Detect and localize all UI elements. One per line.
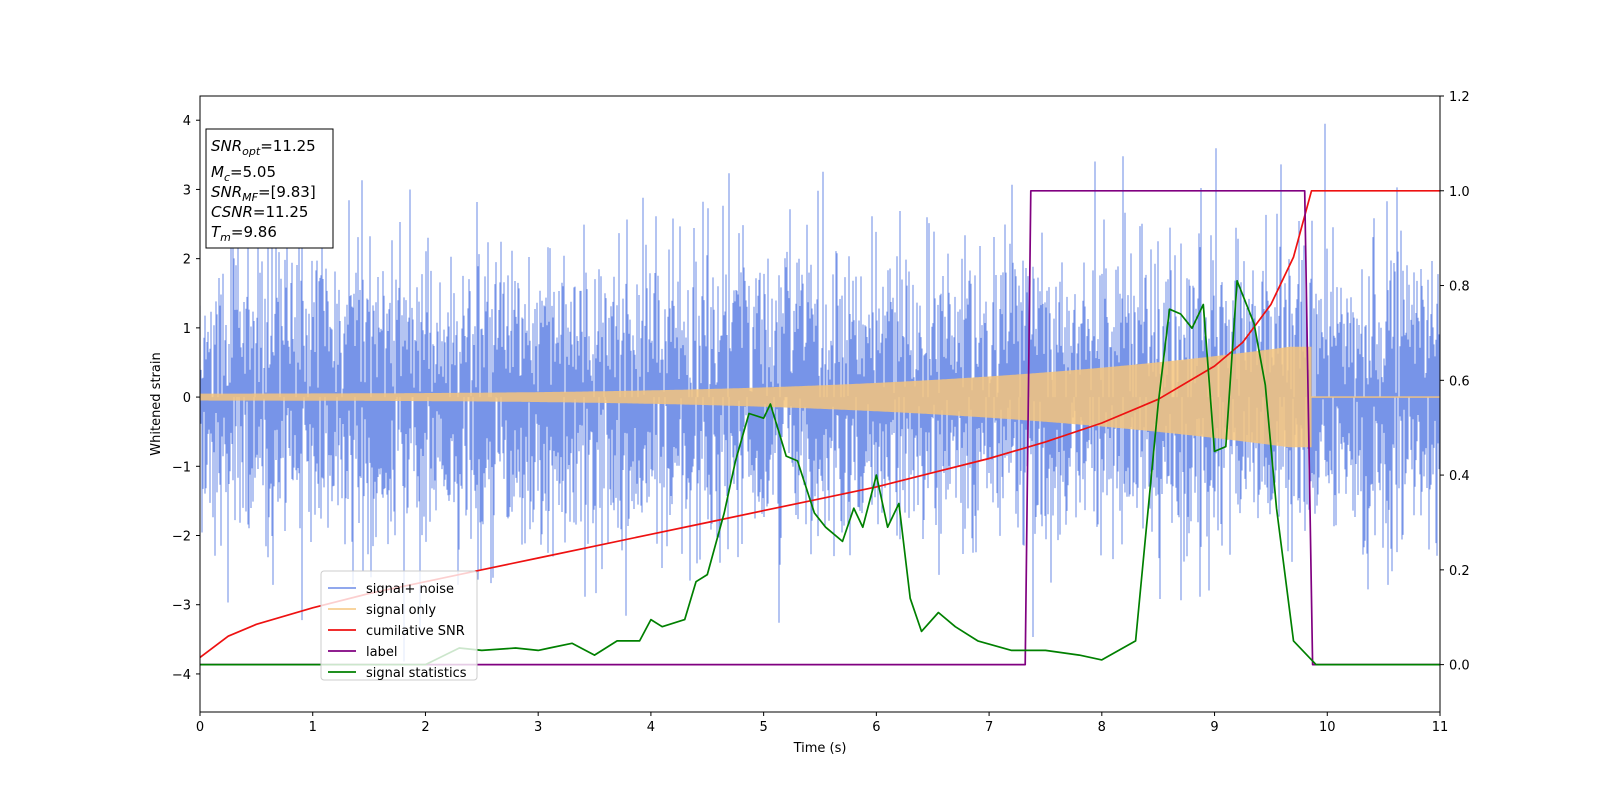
annotation-tm: Tm=9.86: [211, 223, 277, 244]
legend-label: signal only: [366, 603, 436, 618]
y-left-tick-label: −4: [172, 668, 191, 683]
annotation-mc: Mc=5.05: [211, 163, 276, 184]
x-tick-label: 4: [647, 720, 655, 735]
x-axis-label: Time (s): [793, 741, 847, 756]
y-right-tick-label: 0.4: [1449, 469, 1470, 484]
legend-label: label: [366, 645, 397, 660]
x-tick-label: 9: [1210, 720, 1218, 735]
y-right-tick-label: 0.8: [1449, 280, 1470, 295]
y-left-tick-label: −3: [172, 599, 191, 614]
legend-label: cumilative SNR: [366, 624, 465, 639]
y-right-tick-label: 0.6: [1449, 374, 1470, 389]
y-left-tick-label: −2: [172, 530, 191, 545]
annotation-snr-mf: SNRMF=[9.83]: [211, 183, 316, 204]
annotation-box: SNRopt=11.25 Mc=5.05 SNRMF=[9.83] CSNR=1…: [205, 128, 334, 249]
plot-area: [200, 123, 1440, 666]
axis-ticks: 0 1 2 3 4 5 6 7 8 9 10 1143210−1−2−3−41.21.00.80.60…: [172, 90, 1470, 735]
annotation-csnr: CSNR=11.25: [211, 203, 308, 221]
y-left-tick-label: 1: [183, 322, 191, 337]
x-tick-label: 7: [985, 720, 993, 735]
series-line-3: [200, 279, 1440, 666]
y-left-tick-label: 2: [183, 253, 191, 268]
y-left-tick-label: −1: [172, 460, 191, 475]
series-signal-only: [200, 346, 1312, 448]
x-tick-label: 8: [1098, 720, 1106, 735]
y-right-tick-label: 1.2: [1449, 90, 1470, 105]
annotation-snr-opt: SNRopt=11.25: [211, 137, 316, 158]
x-tick-label: 3: [534, 720, 542, 735]
y-left-tick-label: 3: [183, 183, 191, 198]
x-tick-label: 11: [1432, 720, 1449, 735]
y-left-tick-label: 4: [183, 114, 191, 129]
x-tick-label: 1: [309, 720, 317, 735]
y-right-tick-label: 1.0: [1449, 185, 1470, 200]
y-left-tick-label: 0: [183, 391, 191, 406]
y-right-tick-label: 0.2: [1449, 564, 1470, 579]
y-right-tick-label: 0.0: [1449, 659, 1470, 674]
x-tick-label: 2: [421, 720, 429, 735]
legend-label: signal statistics: [366, 666, 467, 681]
legend-frame: [320, 570, 478, 681]
legend-label: signal+ noise: [366, 582, 454, 597]
annotation-frame: [205, 128, 334, 249]
x-tick-label: 6: [872, 720, 880, 735]
y-axis-label: Whitened strain: [149, 352, 164, 455]
x-tick-label: 10: [1319, 720, 1336, 735]
x-tick-label: 5: [759, 720, 767, 735]
legend: signal+ noise signal only cumilative SNR la…: [320, 570, 478, 681]
axes-frame: [199, 95, 1441, 713]
x-tick-label: 0: [196, 720, 204, 735]
